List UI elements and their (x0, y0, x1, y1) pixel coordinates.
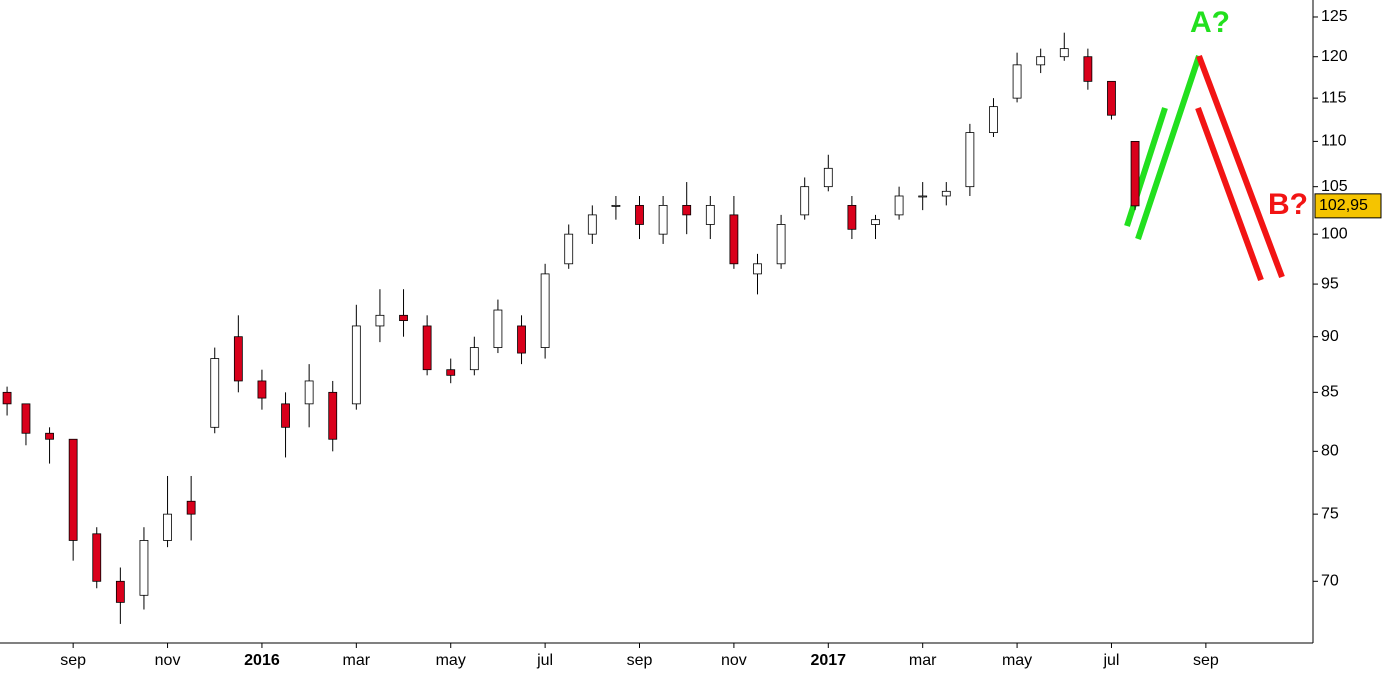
candle-body (800, 186, 810, 216)
y-tick-label: 100 (1321, 225, 1348, 242)
candle-body (493, 309, 503, 348)
candle-body (918, 195, 928, 198)
candle-body (847, 204, 857, 230)
candle-body (705, 204, 715, 225)
candle-body (328, 391, 338, 440)
y-tick-label: 105 (1321, 178, 1348, 195)
candle-body (1130, 140, 1140, 207)
annotation: A? (1190, 6, 1230, 39)
y-tick-label: 85 (1321, 384, 1339, 401)
candle-body (965, 132, 975, 188)
x-tick-label: jul (536, 652, 553, 669)
candle-body (68, 438, 78, 541)
candle-body (1012, 64, 1022, 99)
candle-body (941, 190, 951, 197)
candle-body (989, 106, 998, 133)
y-tick-label: 90 (1321, 328, 1339, 345)
y-tick-label: 125 (1321, 8, 1348, 25)
x-tick-label: sep (1193, 652, 1219, 669)
candle-body (658, 204, 668, 235)
wave-line (1135, 55, 1202, 240)
candle-body (45, 432, 54, 440)
candle-body (1083, 56, 1093, 82)
x-tick-label: jul (1102, 652, 1119, 669)
y-tick-label: 70 (1321, 573, 1339, 590)
candle-body (446, 369, 456, 376)
candle-body (587, 214, 597, 235)
candle-body (257, 380, 267, 399)
candle-body (729, 214, 739, 265)
x-tick-label: 2017 (810, 652, 846, 669)
candle-body (92, 533, 102, 582)
candle-body (894, 195, 904, 216)
candle-body (1059, 48, 1069, 58)
candle-body (115, 580, 125, 603)
candle-body (469, 347, 479, 371)
last-price-tag (1314, 193, 1382, 219)
candle-body (611, 204, 621, 207)
y-tick-label: 120 (1321, 48, 1348, 65)
last-price-label: 102,95 (1319, 197, 1368, 214)
x-tick-label: may (436, 652, 466, 669)
candle-body (1036, 56, 1046, 66)
candle-body (163, 513, 172, 541)
candle-body (517, 325, 526, 354)
x-tick-label: 2016 (244, 652, 280, 669)
wave-line (1195, 106, 1264, 282)
y-tick-label: 95 (1321, 275, 1339, 292)
x-tick-label: nov (721, 652, 747, 669)
candle-body (871, 219, 880, 225)
candle-body (233, 336, 243, 382)
candle-body (1107, 80, 1116, 116)
candle-body (281, 403, 290, 428)
x-tick-label: may (1002, 652, 1032, 669)
x-tick-label: nov (155, 652, 181, 669)
candle-body (635, 204, 644, 225)
annotation: B? (1268, 188, 1308, 221)
candle-body (2, 391, 12, 405)
candle-body (351, 325, 361, 405)
candle-body (186, 500, 196, 515)
candle-body (375, 314, 385, 327)
y-tick-label: 110 (1321, 133, 1347, 150)
candle-body (564, 233, 574, 265)
candle-body (776, 224, 786, 265)
candle-body (139, 540, 149, 596)
x-tick-label: sep (60, 652, 86, 669)
candle-body (540, 273, 550, 348)
y-tick-label: 75 (1321, 505, 1339, 522)
y-tick-label: 80 (1321, 443, 1339, 460)
y-tick-label: 115 (1321, 89, 1347, 106)
x-tick-label: sep (627, 652, 653, 669)
candle-body (304, 380, 314, 405)
candle-body (210, 358, 220, 428)
wave-line (1196, 54, 1285, 279)
candle-body (422, 325, 432, 371)
candle-body (399, 314, 408, 322)
candle-body (682, 204, 692, 216)
wave-line (1124, 107, 1168, 227)
candle-body (21, 403, 31, 434)
x-tick-label: mar (909, 652, 937, 669)
candle-body (753, 263, 762, 275)
x-tick-label: mar (343, 652, 371, 669)
candle-body (823, 167, 833, 188)
